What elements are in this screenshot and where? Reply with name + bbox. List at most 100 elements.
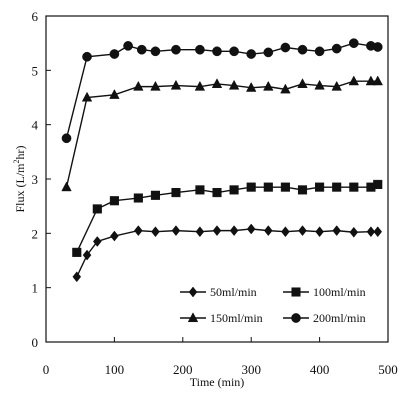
legend-item: 100ml/min: [283, 285, 366, 299]
legend-item: 50ml/min: [180, 285, 257, 299]
x-tick-label: 0: [43, 362, 50, 377]
data-point-triangle: [297, 78, 308, 88]
x-tick-label: 100: [105, 362, 125, 377]
data-point-triangle: [228, 79, 240, 90]
data-point-square: [349, 182, 359, 192]
data-point-square: [246, 182, 256, 192]
data-point-square: [212, 188, 222, 198]
y-axis-title: Flux (L/m2hr): [12, 145, 27, 212]
data-point-square: [373, 179, 383, 189]
data-point-triangle: [263, 80, 274, 91]
data-point-circle: [123, 41, 133, 51]
data-point-circle: [61, 133, 72, 144]
data-point-square: [332, 182, 342, 192]
legend-item: 150ml/min: [180, 311, 263, 325]
data-point-square: [171, 188, 181, 198]
data-point-circle: [195, 44, 205, 55]
data-point-circle: [246, 49, 257, 59]
data-point-circle: [136, 44, 147, 55]
data-point-triangle: [348, 75, 360, 86]
data-point-triangle: [150, 80, 161, 91]
data-point-circle: [314, 46, 325, 57]
data-point-diamond: [263, 225, 273, 237]
series-triangle: [61, 75, 383, 192]
data-point-triangle: [211, 78, 223, 88]
y-tick-label: 0: [32, 335, 39, 350]
data-point-diamond: [134, 225, 143, 237]
series-line: [76, 228, 378, 278]
data-point-diamond: [195, 226, 205, 238]
data-point-diamond: [82, 249, 92, 261]
data-point-diamond: [171, 225, 181, 237]
data-point-circle: [212, 46, 222, 57]
data-point-circle: [372, 42, 383, 52]
legend-label: 100ml/min: [313, 285, 366, 299]
y-tick-label: 6: [32, 9, 39, 24]
data-point-diamond: [373, 226, 383, 238]
x-tick-label: 500: [378, 362, 398, 377]
data-point-circle: [171, 44, 181, 55]
data-point-square: [92, 204, 102, 214]
data-point-triangle: [61, 181, 72, 192]
y-tick-label: 3: [32, 172, 39, 187]
data-point-diamond: [298, 225, 307, 237]
data-point-square: [195, 185, 205, 195]
ticks: 0 1 2 3 4 5 6 0 100 200 300 400 500: [32, 9, 398, 377]
data-point-diamond: [212, 225, 222, 237]
series-square: [72, 179, 383, 257]
y-axis-title-part: hr): [13, 145, 27, 159]
legend: 50ml/min 100ml/min 150ml/min 200ml/min: [180, 285, 366, 325]
data-point-diamond: [332, 225, 342, 237]
data-point-diamond: [151, 226, 160, 238]
data-point-triangle: [245, 81, 257, 92]
data-point-square: [133, 193, 143, 203]
data-point-circle: [150, 46, 161, 57]
x-axis-title: Time (min): [190, 375, 245, 389]
x-tick-label: 200: [173, 362, 193, 377]
data-point-diamond: [315, 226, 324, 238]
y-axis-title-superscript: 2: [12, 159, 21, 163]
data-point-diamond: [229, 225, 239, 237]
data-point-square: [315, 182, 325, 192]
y-tick-label: 5: [32, 63, 39, 78]
data-point-square: [109, 196, 119, 206]
data-point-circle: [331, 43, 342, 54]
data-point-diamond: [349, 226, 359, 238]
series-line: [65, 80, 378, 188]
data-point-triangle: [372, 75, 383, 86]
data-point-triangle: [365, 75, 377, 86]
data-point-square: [280, 182, 290, 192]
data-point-square: [150, 190, 160, 200]
data-point-square: [72, 247, 82, 257]
data-point-circle: [229, 46, 239, 57]
x-tick-label: 300: [241, 362, 261, 377]
series-line: [76, 183, 378, 253]
series-diamond: [72, 223, 383, 283]
data-point-square: [229, 185, 239, 195]
series-layer: [61, 38, 383, 283]
data-point-diamond: [110, 230, 119, 242]
data-point-diamond: [72, 271, 82, 283]
series-circle: [61, 38, 383, 144]
y-axis-title-part: Flux (L/m: [13, 163, 27, 213]
data-point-square: [263, 182, 273, 192]
legend-marker-circle: [291, 313, 301, 323]
y-tick-label: 1: [32, 281, 39, 296]
data-point-circle: [348, 38, 359, 49]
data-point-diamond: [281, 226, 290, 238]
legend-marker-diamond: [188, 286, 198, 298]
data-point-triangle: [280, 83, 291, 94]
data-point-diamond: [246, 223, 256, 235]
x-tick-label: 400: [310, 362, 330, 377]
data-point-triangle: [194, 80, 206, 91]
data-point-circle: [280, 42, 291, 53]
legend-label: 50ml/min: [210, 285, 257, 299]
data-point-diamond: [92, 236, 102, 247]
legend-marker-square: [291, 287, 301, 297]
y-tick-label: 4: [32, 118, 39, 133]
data-point-circle: [82, 51, 92, 62]
data-point-triangle: [133, 80, 144, 91]
data-point-triangle: [81, 91, 93, 102]
data-point-circle: [109, 49, 120, 59]
